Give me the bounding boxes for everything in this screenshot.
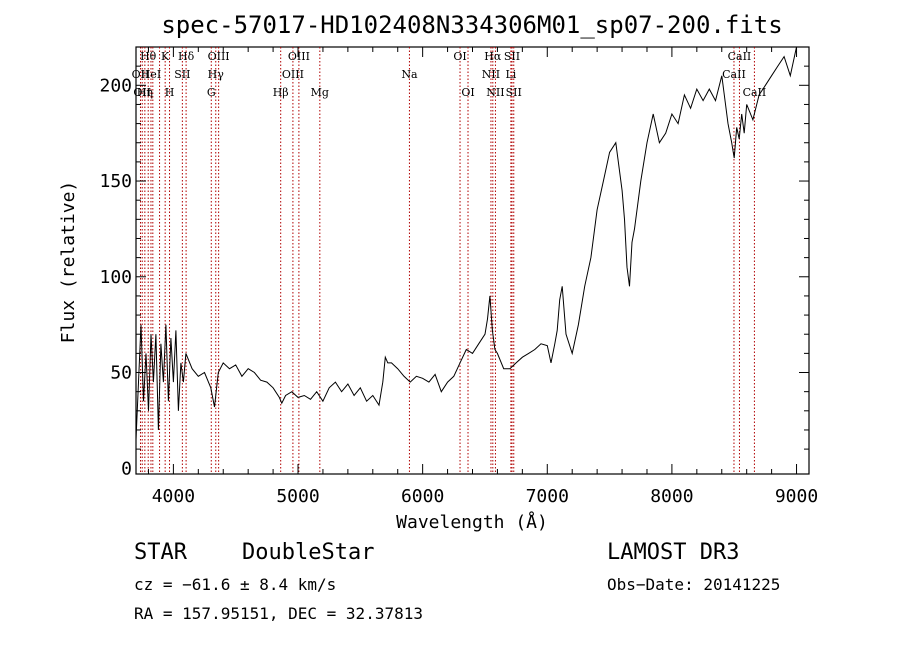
y-tick-label: 200 (99, 75, 132, 96)
spectral-line-label: Hη (137, 86, 153, 99)
x-tick-label: 6000 (401, 486, 444, 507)
spectral-line-label: Mg (311, 86, 329, 99)
spectral-line-label: SII (504, 50, 520, 63)
spectral-line-label: Hα (484, 50, 502, 63)
coordinates: RA = 157.95151, DEC = 32.37813 (134, 604, 423, 623)
spectral-line-label: G (207, 86, 216, 99)
line-labels: OIIOIIHηHθHeIKHSIIHδGHγOIIIHβOIIIOIIIMgN… (132, 50, 767, 99)
y-tick-label: 50 (110, 363, 132, 384)
x-tick-label: 8000 (650, 486, 693, 507)
spectral-line-label: Hθ (140, 50, 157, 63)
spectral-line-label: Hδ (178, 50, 195, 63)
spectral-line-label: Li (505, 68, 516, 81)
spectral-line-label: NII (482, 68, 500, 81)
x-axis-label: Wavelength (Å) (396, 511, 548, 533)
spectral-line-label: OIII (282, 68, 304, 81)
y-tick-label: 100 (99, 267, 132, 288)
plot-frame (135, 46, 810, 475)
spectral-line-label: OII (132, 68, 150, 81)
x-tick-label: 7000 (526, 486, 569, 507)
spectral-line-label: H (165, 86, 175, 99)
observation-date: Obs−Date: 20141225 (607, 575, 781, 594)
object-subclass: DoubleStar (242, 540, 375, 565)
spectral-line-label: NII (486, 86, 504, 99)
spectral-line-label: OIII (288, 50, 310, 63)
spectral-line-label: CaII (743, 86, 767, 99)
spectral-line-label: Hγ (208, 68, 225, 81)
spectral-line-label: OI (461, 86, 474, 99)
spectral-line-markers (139, 47, 755, 474)
spectral-line-label: K (161, 50, 170, 63)
spectral-line-label: Hβ (273, 86, 289, 99)
spectrum-line (135, 46, 797, 440)
chart-title: spec-57017-HD102408N334306M01_sp07-200.f… (161, 11, 782, 39)
spectral-line-label: CaII (728, 50, 752, 63)
survey-name: LAMOST DR3 (607, 540, 740, 565)
axis-ticks: 4000 5000 6000 7000 8000 9000 0 50 100 150 200 (99, 46, 818, 507)
spectral-line-label: SII (174, 68, 190, 81)
y-axis-label: Flux (relative) (58, 181, 79, 344)
spectral-line-label: HeI (141, 68, 161, 81)
x-tick-label: 9000 (775, 486, 818, 507)
object-class: STAR (134, 540, 187, 565)
spectral-line-label: SII (506, 86, 522, 99)
redshift-cz: cz = −61.6 ± 8.4 km/s (134, 575, 337, 594)
x-tick-label: 5000 (276, 486, 319, 507)
spectral-line-label: OIII (208, 50, 230, 63)
x-tick-label: 4000 (152, 486, 195, 507)
spectral-line-label: OII (133, 86, 151, 99)
spectral-line-label: Na (401, 68, 418, 81)
spectral-line-label: OI (453, 50, 466, 63)
y-tick-label: 150 (99, 171, 132, 192)
spectral-line-label: CaII (722, 68, 746, 81)
y-tick-label: 0 (121, 458, 132, 479)
